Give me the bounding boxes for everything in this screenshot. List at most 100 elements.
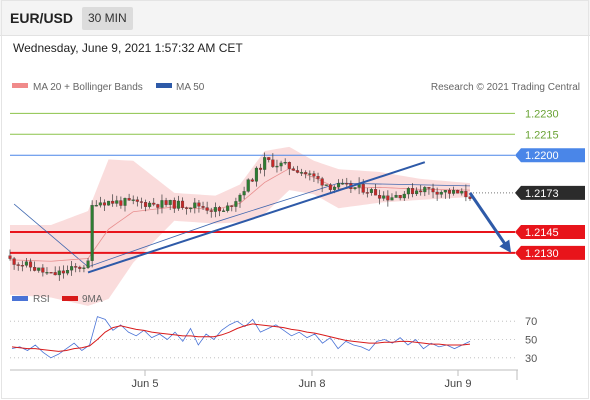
- candle-body: [386, 195, 390, 201]
- candle-body: [205, 207, 209, 211]
- ma50-polyline: [13, 182, 471, 268]
- trend-line: [87, 161, 426, 274]
- candle-body: [197, 202, 201, 207]
- research-credit: Research © 2021 Trading Central: [431, 82, 580, 93]
- candle-body: [115, 200, 119, 204]
- candle-body: [189, 207, 193, 210]
- rsi-tick-70: 70: [525, 316, 537, 328]
- candle-body: [300, 172, 304, 174]
- candle-body: [337, 183, 341, 188]
- candle-body: [332, 186, 337, 190]
- symbol-label: EUR/USD: [10, 10, 74, 26]
- candle-body: [250, 179, 254, 182]
- candle-body: [365, 192, 369, 194]
- candle-body: [464, 191, 468, 198]
- rsi-line: [11, 316, 471, 359]
- interval-button[interactable]: 30 MIN: [82, 7, 133, 30]
- candle-body: [193, 202, 197, 209]
- legend-ma20-swatch: [12, 83, 28, 88]
- legend-rsi-ma: 9MA: [82, 294, 103, 305]
- candle-body: [185, 207, 189, 209]
- candle-body: [135, 199, 139, 202]
- candle-body: [341, 183, 345, 185]
- candle-body: [452, 190, 456, 194]
- forecast-arrow: [468, 192, 512, 253]
- candle-body: [37, 267, 41, 271]
- candle-body: [209, 210, 213, 212]
- level-1-2130-tag: [515, 245, 585, 260]
- rsi-ma-line: [11, 323, 471, 352]
- price-level-labels: 1.2230 1.2215 1.2200 1.2173 1.2145 1.2130: [515, 108, 585, 260]
- candle-body: [353, 187, 357, 189]
- level-1-2200-label: 1.2200: [525, 150, 559, 162]
- candle-body: [201, 206, 205, 208]
- candle-body: [361, 184, 365, 193]
- candle-body: [65, 270, 70, 274]
- candle-body: [127, 198, 131, 201]
- candle-body: [70, 266, 74, 271]
- rsi-tick-30: 30: [525, 353, 537, 365]
- candle-body: [143, 202, 148, 207]
- candle-body: [102, 202, 107, 206]
- candle-body: [271, 159, 275, 167]
- candle-body: [24, 261, 28, 266]
- candle-body: [320, 178, 324, 186]
- candle-body: [443, 189, 447, 193]
- candle-body: [308, 173, 312, 175]
- candle-body: [254, 167, 258, 182]
- candle-body: [246, 179, 250, 192]
- legend-ma50: MA 50: [176, 82, 205, 93]
- legend-rsi-swatch: [12, 296, 28, 301]
- candle-body: [90, 205, 94, 261]
- rsi-pane: 70 50 30: [10, 316, 537, 365]
- candle-body: [378, 195, 382, 199]
- level-1-2215-label: 1.2215: [525, 129, 559, 141]
- candle-body: [304, 172, 308, 175]
- level-1-2145-tag: [515, 224, 585, 239]
- candle-body: [324, 184, 328, 186]
- level-1-2230-label: 1.2230: [525, 108, 559, 120]
- candles: [8, 152, 472, 281]
- trend-line-segment: [87, 161, 426, 274]
- candle-body: [390, 197, 394, 201]
- level-1-2200-tag: [515, 148, 585, 163]
- forecast-arrow-shaft: [468, 192, 508, 248]
- candle-body: [94, 204, 98, 207]
- level-1-2173-label: 1.2173: [525, 188, 559, 200]
- candle-body: [82, 267, 86, 269]
- candle-body: [45, 272, 49, 274]
- candle-body: [226, 205, 230, 211]
- candle-body: [152, 202, 156, 205]
- candle-body: [312, 173, 316, 177]
- candle-body: [180, 200, 185, 208]
- candle-body: [28, 261, 33, 268]
- level-1-2145-label: 1.2145: [525, 227, 559, 239]
- candle-body: [222, 210, 226, 212]
- candle-body: [160, 200, 164, 208]
- candle-body: [394, 195, 398, 198]
- bollinger-band-area: [10, 146, 470, 306]
- candle-body: [168, 200, 172, 205]
- x-label-jun-5: Jun 5: [132, 378, 159, 390]
- candle-body: [176, 200, 180, 209]
- candle-body: [295, 170, 300, 173]
- level-1-2173-tag: [515, 185, 585, 200]
- candle-body: [345, 183, 349, 185]
- candle-body: [98, 202, 102, 206]
- legend-ma20-bb: MA 20 + Bollinger Bands: [33, 82, 143, 93]
- candle-body: [41, 267, 45, 273]
- candle-body: [415, 190, 419, 195]
- candle-body: [78, 266, 82, 269]
- candle-body: [398, 195, 402, 199]
- candle-body: [267, 157, 271, 160]
- bollinger-bands: [10, 146, 470, 306]
- candle-body: [12, 258, 16, 265]
- candle-body: [419, 190, 423, 193]
- price-levels: [10, 112, 515, 254]
- candle-body: [258, 167, 263, 170]
- candle-body: [283, 162, 287, 164]
- candle-body: [119, 200, 123, 206]
- candle-body: [373, 189, 378, 196]
- candle-body: [53, 272, 57, 276]
